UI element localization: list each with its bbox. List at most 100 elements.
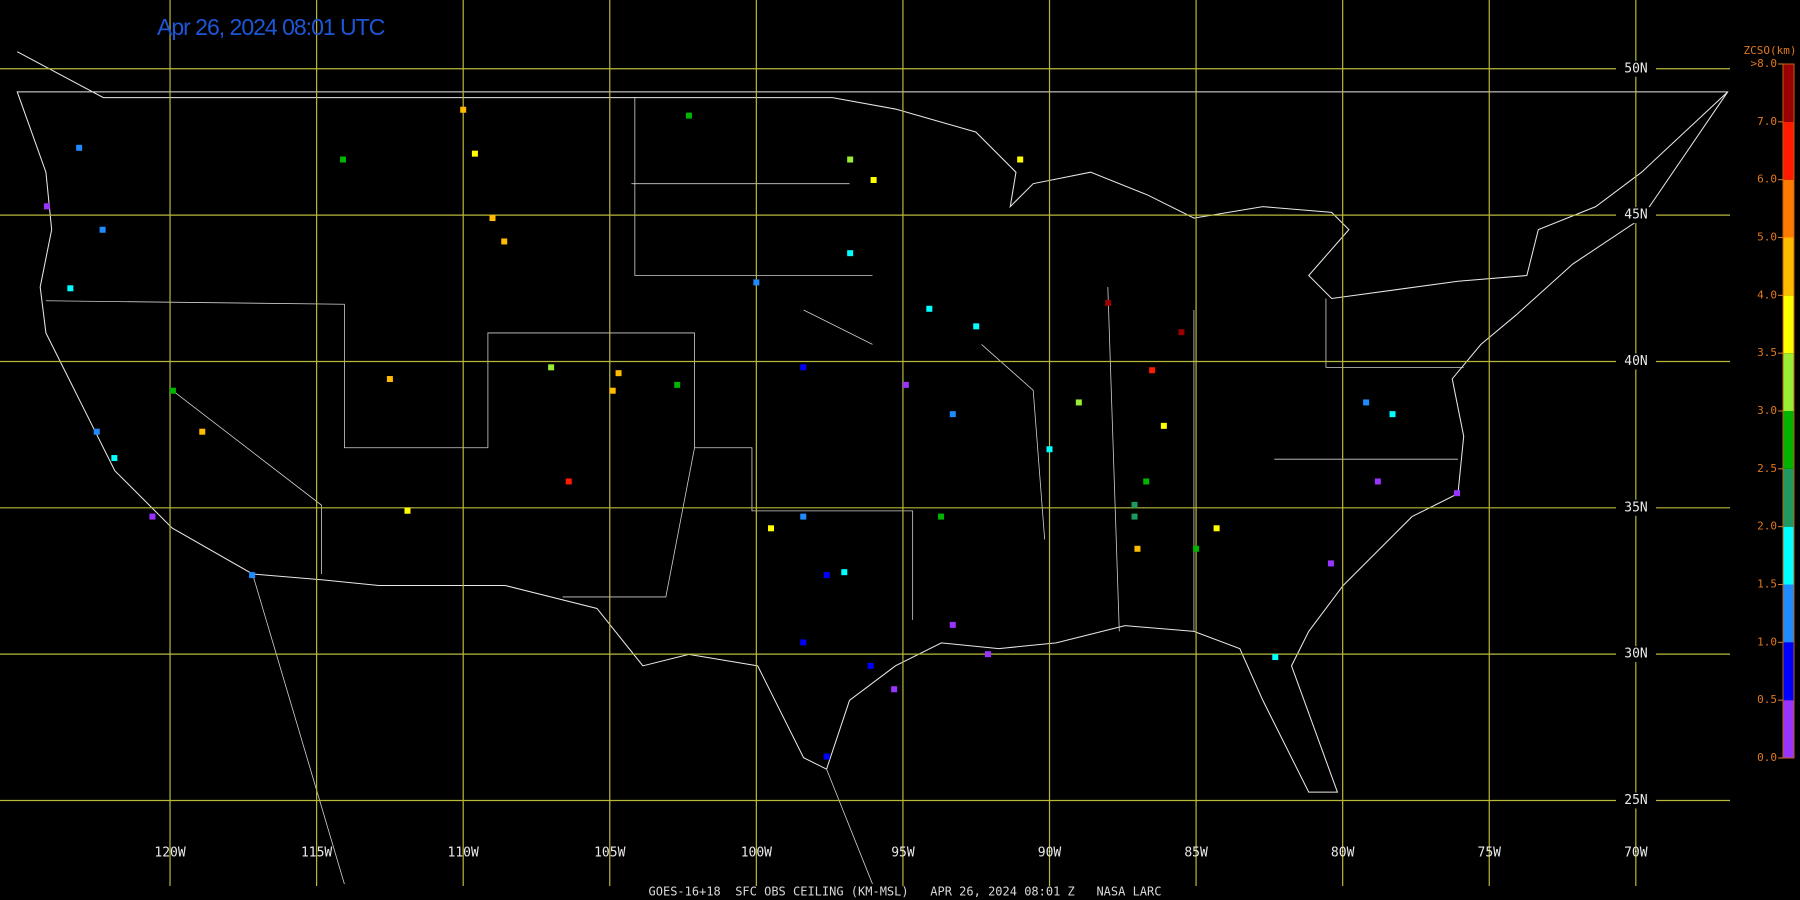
station	[902, 381, 909, 388]
station	[93, 428, 100, 435]
station	[565, 478, 572, 485]
station	[1075, 399, 1082, 406]
lon-label: 90W	[1038, 846, 1062, 861]
station	[99, 226, 106, 233]
station	[1017, 156, 1024, 163]
station	[339, 156, 346, 163]
colorbar-label: 0.0	[1757, 751, 1777, 764]
station	[800, 513, 807, 520]
lat-label-bg	[1616, 646, 1656, 663]
colorbar-label: 2.5	[1757, 462, 1777, 475]
station	[949, 621, 956, 628]
state-borders	[45, 97, 1464, 885]
station	[674, 381, 681, 388]
station	[685, 112, 692, 119]
lat-label-bg	[1616, 60, 1656, 77]
colorbar-band	[1783, 468, 1794, 527]
lat-label-bg	[1616, 353, 1656, 370]
station	[1131, 513, 1138, 520]
colorbar-title: ZCSO(km)	[1744, 44, 1797, 57]
station	[615, 370, 622, 377]
station	[471, 150, 478, 157]
colorbar: ZCSO(km) 0.0 0.5 1.0 1.5 2.0 2.5 3.0 3.5 4.0 5.0 6.…	[1744, 44, 1797, 764]
colorbar-band	[1783, 411, 1794, 469]
station	[1131, 501, 1138, 508]
caption: GOES-16+18 SFC OBS CEILING (KM-MSL) APR …	[649, 885, 1162, 899]
colorbar-label: >8.0	[1751, 57, 1778, 70]
station	[1374, 478, 1381, 485]
station	[249, 572, 256, 579]
lon-label: 85W	[1184, 846, 1208, 861]
station	[43, 203, 50, 210]
station	[1149, 367, 1156, 374]
station	[768, 525, 775, 532]
station	[1134, 545, 1141, 552]
station	[67, 285, 74, 292]
lon-label: 120W	[154, 846, 185, 861]
colorbar-band	[1783, 179, 1794, 238]
lat-label-bg	[1616, 499, 1656, 516]
station	[870, 177, 877, 183]
station	[1272, 654, 1279, 661]
colorbar-band	[1783, 584, 1794, 643]
station	[891, 686, 898, 693]
station	[949, 411, 956, 418]
colorbar-band	[1783, 121, 1794, 180]
station	[1143, 478, 1150, 485]
graticule: 120W 115W 110W 105W 100W 95W 90W 85W 80W 75W 70W 50…	[0, 0, 1730, 886]
colorbar-band	[1783, 526, 1794, 585]
colorbar-band	[1783, 64, 1794, 122]
station	[938, 513, 945, 520]
station	[973, 323, 980, 330]
station	[1213, 525, 1220, 532]
station	[76, 144, 83, 151]
lat-label: 30N	[1624, 647, 1647, 662]
station	[1178, 329, 1185, 336]
colorbar-label: 3.5	[1757, 346, 1777, 359]
colorbar-label: 6.0	[1757, 173, 1777, 186]
station	[800, 364, 807, 371]
station	[489, 215, 496, 222]
station	[800, 639, 807, 646]
station	[1454, 490, 1461, 497]
station	[1046, 446, 1053, 453]
lon-label: 95W	[891, 846, 915, 861]
colorbar-label: 3.0	[1757, 404, 1777, 417]
station	[169, 387, 176, 394]
station	[1327, 560, 1334, 567]
map-title: Apr 26, 2024 08:01 UTC	[157, 14, 385, 40]
lat-label-bg	[1616, 207, 1656, 224]
colorbar-label: 2.0	[1757, 520, 1777, 533]
station	[199, 428, 206, 435]
lon-label: 75W	[1478, 846, 1502, 861]
colorbar-label: 1.5	[1757, 578, 1777, 591]
station	[1160, 422, 1167, 429]
lon-label: 80W	[1331, 846, 1355, 861]
lat-label: 45N	[1624, 208, 1647, 223]
station	[1363, 399, 1370, 406]
station	[501, 238, 508, 245]
station	[867, 662, 874, 669]
colorbar-label: 4.0	[1757, 288, 1777, 301]
lon-label: 105W	[594, 846, 625, 861]
colorbar-label: 7.0	[1757, 115, 1777, 128]
station	[984, 651, 991, 658]
colorbar-band	[1783, 353, 1794, 411]
station	[753, 279, 760, 286]
colorbar-label: 0.5	[1757, 693, 1777, 706]
lon-label: 100W	[741, 846, 772, 861]
colorbar-band	[1783, 237, 1794, 296]
colorbar-band	[1783, 295, 1794, 354]
station	[1193, 545, 1200, 552]
station	[149, 513, 156, 520]
station	[926, 305, 933, 312]
lon-label: 115W	[301, 846, 332, 861]
colorbar-label: 1.0	[1757, 635, 1777, 648]
lon-label: 110W	[448, 846, 479, 861]
stations	[43, 106, 1461, 760]
station	[1389, 411, 1396, 418]
lat-label: 50N	[1624, 61, 1647, 76]
